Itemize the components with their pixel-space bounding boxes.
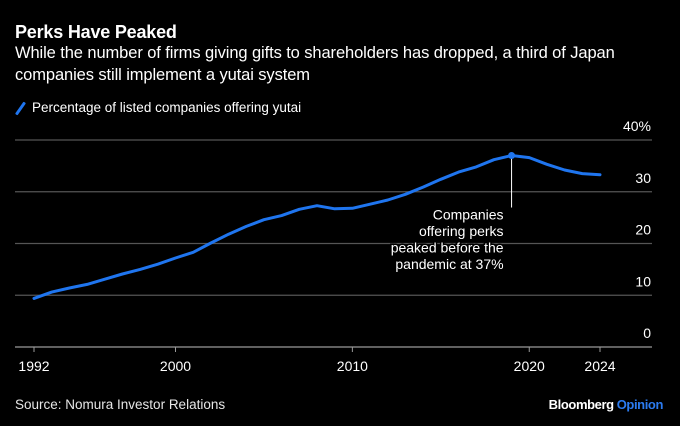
series-line [32,154,602,300]
y-tick-label: 10 [635,273,651,289]
y-tick-label: 20 [635,222,651,238]
brand-accent: Opinion [616,397,664,412]
y-axis-labels: 0 10 20 30 40% [623,118,651,341]
chart-subtitle: While the number of firms giving gifts t… [15,44,615,84]
annotation-text: pandemic at 37% [395,256,503,272]
x-tick-label: 2024 [584,358,615,374]
brand-main: Bloomberg [548,397,614,412]
x-tick-label: 2000 [160,358,191,374]
annotation-text: offering perks [419,223,504,239]
x-tick-label: 2020 [514,358,545,374]
legend: Percentage of listed companies offering … [15,100,301,115]
brand-logo: Bloomberg Opinion [548,397,664,412]
annotation-text: peaked before the [391,240,504,256]
y-tick-label: 30 [635,170,651,186]
annotation-point [508,152,516,160]
x-tick-label: 2010 [337,358,368,374]
source-note: Source: Nomura Investor Relations [15,397,226,412]
series-lines [32,154,602,300]
gridlines [15,139,652,348]
y-tick-label: 0 [643,325,651,341]
chart-title: Perks Have Peaked [15,22,177,42]
legend-label: Percentage of listed companies offering … [32,100,302,115]
x-tick-label: 1992 [18,358,49,374]
annotation-text: Companies [433,207,504,223]
y-tick-label: 40% [623,118,651,134]
x-axis: 1992 2000 2010 2020 2024 [18,347,616,374]
